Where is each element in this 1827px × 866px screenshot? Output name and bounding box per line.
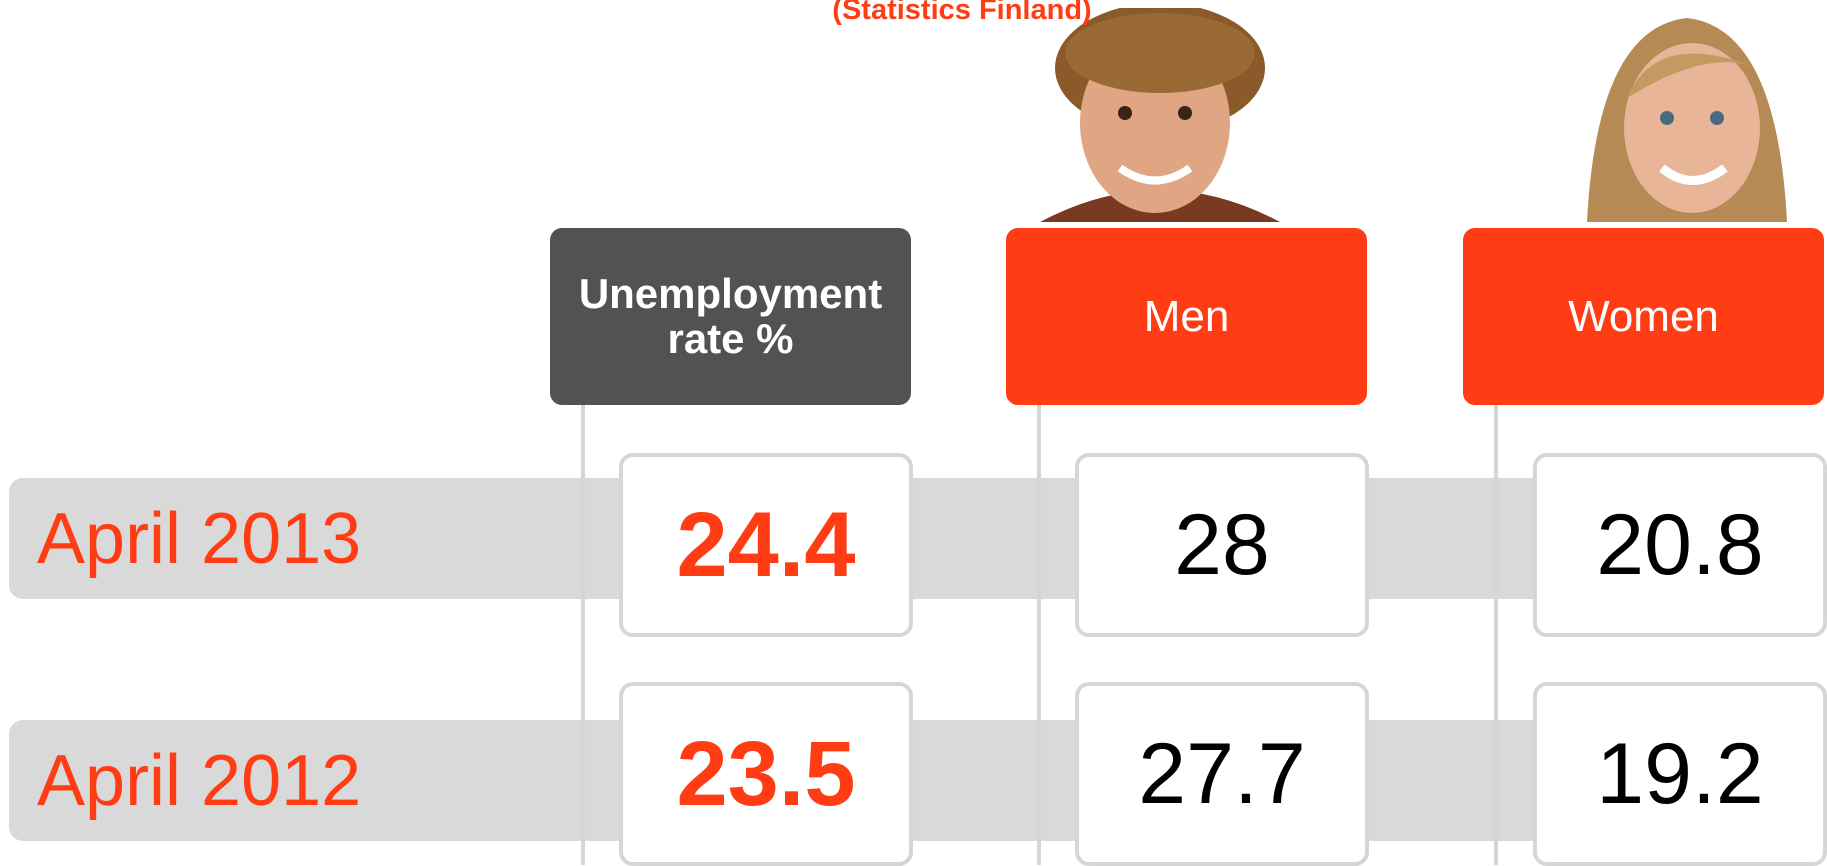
row-label: April 2013	[37, 498, 362, 579]
connector	[1494, 405, 1498, 865]
cell-value: 19.2	[1533, 682, 1827, 866]
cell-value: 24.4	[619, 453, 913, 637]
photo-men	[1030, 8, 1290, 222]
connector	[1037, 405, 1041, 865]
cell-value: 27.7	[1075, 682, 1369, 866]
cell-value: 23.5	[619, 682, 913, 866]
cell-value: 20.8	[1533, 453, 1827, 637]
subtitle: (Statistics Finland)	[832, 0, 1092, 26]
column-header: Unemployment rate %	[550, 228, 911, 405]
column-header: Men	[1006, 228, 1367, 405]
cell-value: 28	[1075, 453, 1369, 637]
photo-women	[1567, 8, 1803, 222]
row-band	[9, 478, 1827, 599]
row-band	[9, 720, 1827, 841]
row-label: April 2012	[37, 740, 362, 821]
connector	[581, 405, 585, 865]
column-header: Women	[1463, 228, 1824, 405]
